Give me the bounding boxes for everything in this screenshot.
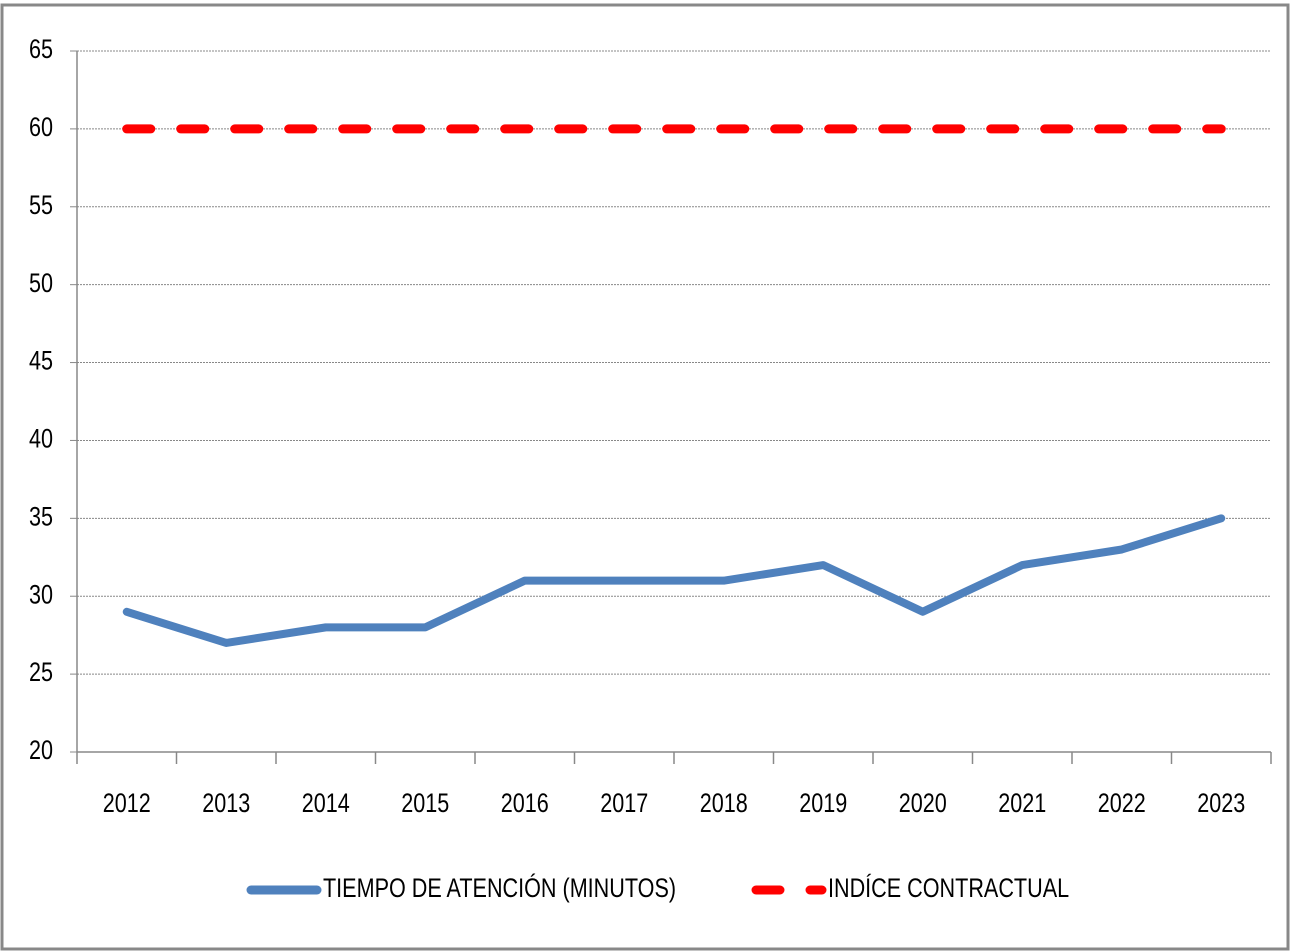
series-line [122,514,1226,647]
y-tick-label: 65 [29,35,53,65]
x-tick-label: 2014 [302,789,350,819]
y-tick-label: 45 [29,346,53,376]
x-tick-label: 2017 [600,789,648,819]
legend-label: TIEMPO DE ATENCIÓN (MINUTOS) [323,874,676,904]
y-tick-label: 35 [29,502,53,532]
y-tick-label: 20 [29,736,53,766]
y-tick-label: 55 [29,191,53,221]
y-tick-label: 60 [29,113,53,143]
x-tick-label: 2020 [899,789,947,819]
chart-frame [0,3,1290,951]
y-tick-label: 30 [29,580,53,610]
x-tick-label: 2022 [1098,789,1146,819]
x-tick-label: 2019 [799,789,847,819]
x-tick-label: 2023 [1197,789,1245,819]
y-tick-label: 25 [29,658,53,688]
x-tick-label: 2013 [202,789,250,819]
y-tick-label: 50 [29,269,53,299]
x-tick-label: 2015 [401,789,449,819]
x-tick-label: 2012 [103,789,151,819]
legend-label: INDÍCE CONTRACTUAL [828,874,1069,904]
x-tick-label: 2021 [998,789,1046,819]
x-tick-label: 2018 [700,789,748,819]
y-tick-label: 40 [29,424,53,454]
x-tick-label: 2016 [501,789,549,819]
